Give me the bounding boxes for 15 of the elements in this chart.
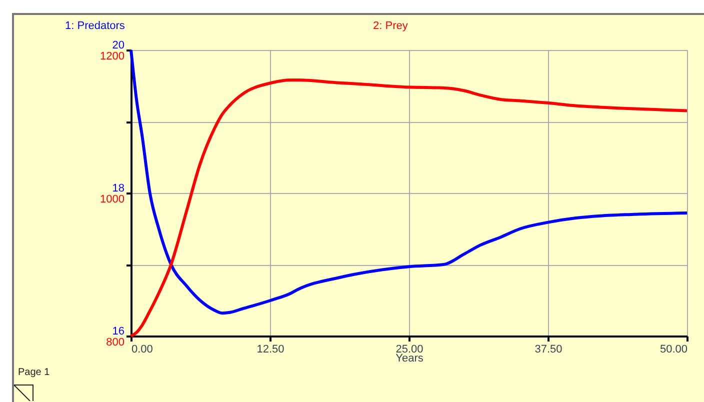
x-tick-label: 25.00 (396, 344, 424, 356)
y2-tick-label: 1000 (100, 194, 124, 206)
x-tick-label: 50.00 (660, 344, 688, 356)
text: Page 1 (18, 367, 50, 378)
text: 2: Prey (373, 20, 408, 32)
x-tick-label: 12.50 (256, 344, 284, 356)
y-tick-label: 18 (112, 182, 124, 194)
x-axis-title: Years (396, 352, 424, 364)
x-tick-label: 0.00 (132, 344, 153, 356)
x-tick-label: 37.50 (534, 344, 562, 356)
y2-tick-label: 1200 (100, 50, 124, 62)
series-label: 1: Predators (65, 20, 125, 32)
y2-tick-label: 800 (106, 336, 124, 348)
y-tick-label: 20 (112, 40, 124, 52)
y-tick-label: 16 (112, 326, 124, 338)
